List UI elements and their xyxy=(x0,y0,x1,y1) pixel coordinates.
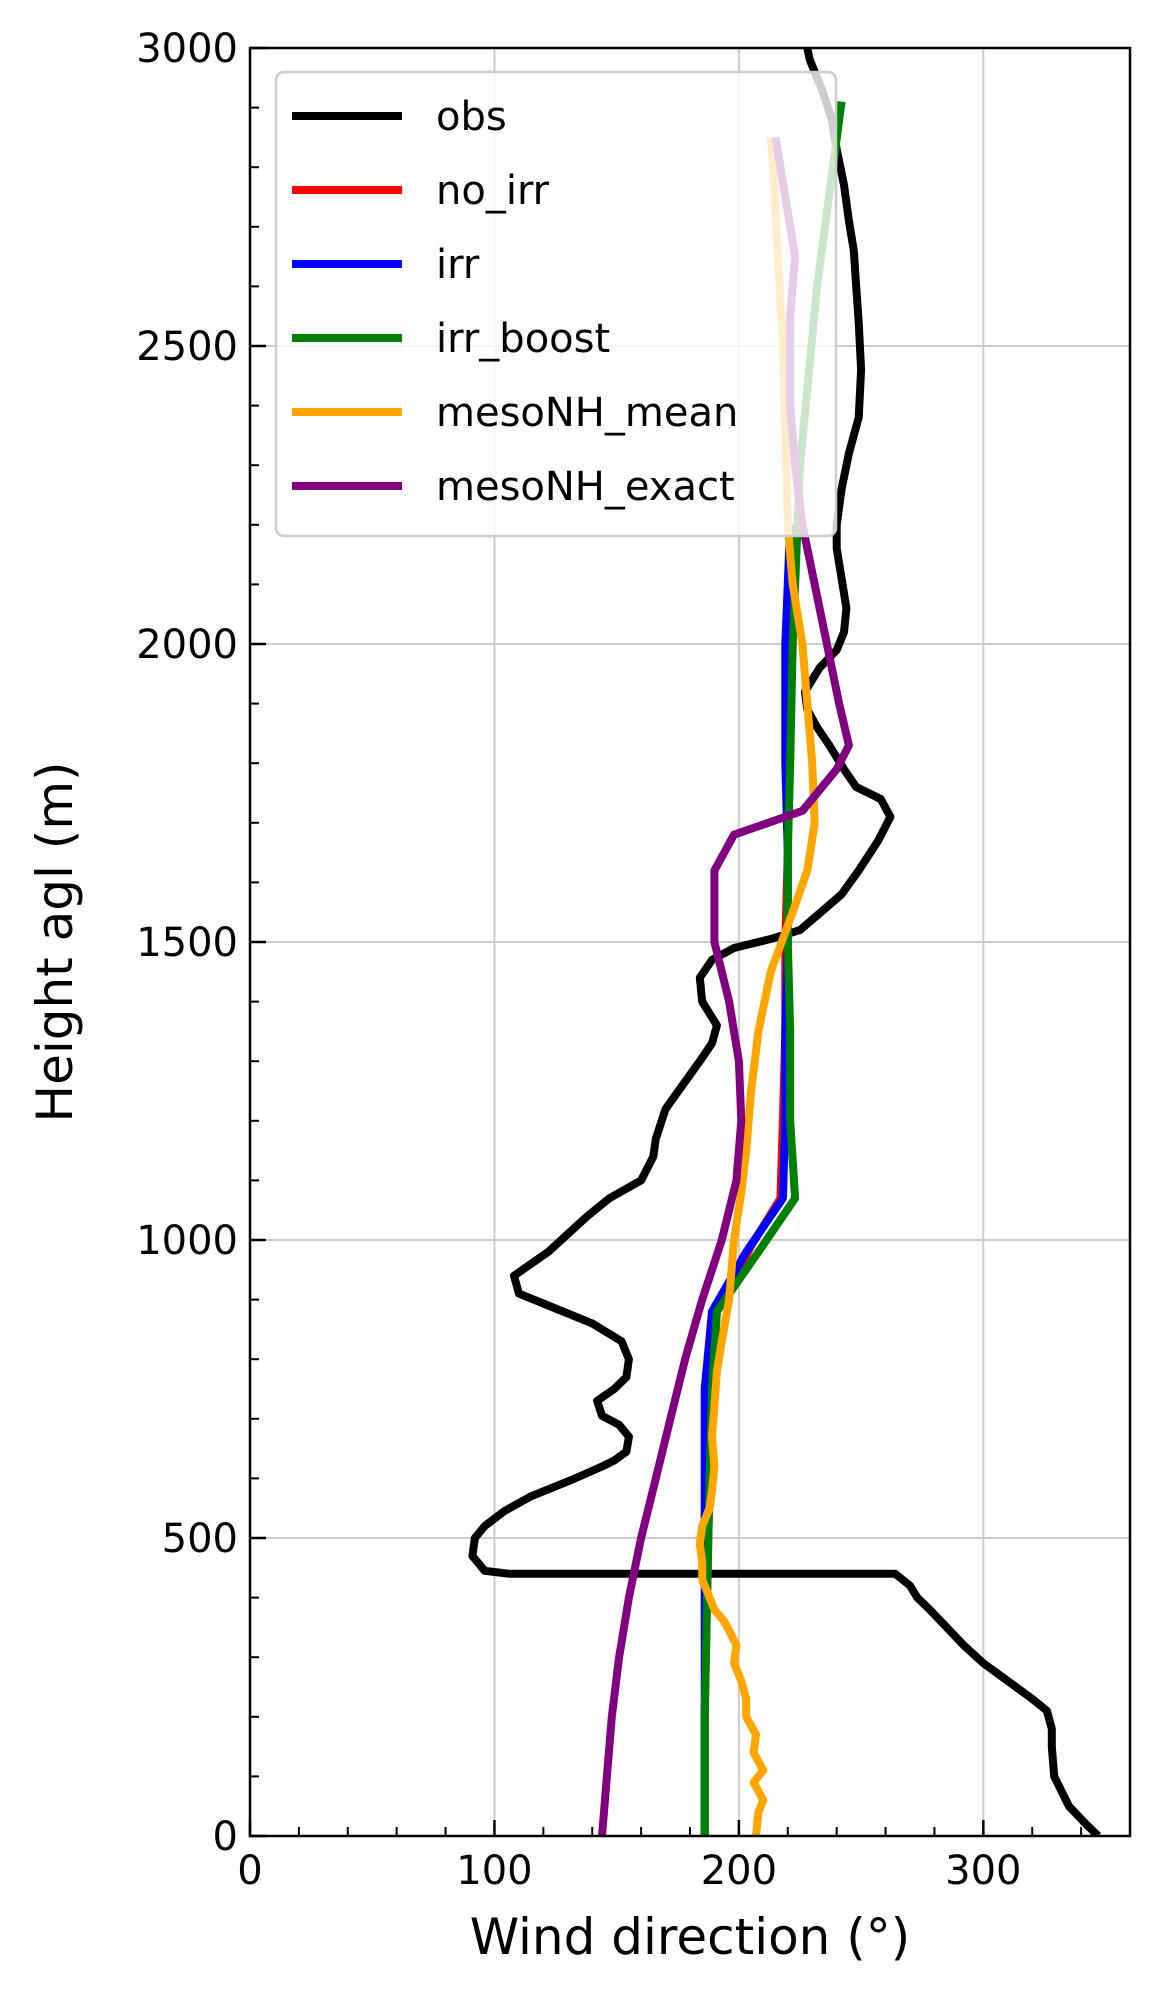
series-lines xyxy=(468,48,1101,1836)
x-tick-label: 200 xyxy=(701,1848,777,1894)
y-tick-label: 0 xyxy=(213,1814,238,1860)
y-tick-label: 2000 xyxy=(136,622,238,668)
y-tick-label: 1000 xyxy=(136,1218,238,1264)
legend-label: obs xyxy=(436,94,507,140)
legend-box xyxy=(274,70,838,538)
legend-label: no_irr xyxy=(436,168,550,214)
x-tick-label: 0 xyxy=(237,1848,262,1894)
legend-label: irr_boost xyxy=(436,316,610,362)
x-tick-label: 100 xyxy=(456,1848,532,1894)
y-tick-label: 1500 xyxy=(136,920,238,966)
series-line-obs xyxy=(468,48,1101,1836)
legend-label: irr xyxy=(436,242,480,288)
y-tick-label: 500 xyxy=(162,1516,238,1562)
legend-label: mesoNH_mean xyxy=(436,390,738,436)
y-axis-label: Height agl (m) xyxy=(26,761,84,1122)
y-tick-label: 2500 xyxy=(136,324,238,370)
x-axis-label: Wind direction (°) xyxy=(470,1908,911,1966)
y-tick-label: 3000 xyxy=(136,26,238,72)
x-tick-label: 300 xyxy=(945,1848,1021,1894)
legend-label: mesoNH_exact xyxy=(436,464,735,510)
series-line-mesoNH-mean xyxy=(695,137,819,1836)
